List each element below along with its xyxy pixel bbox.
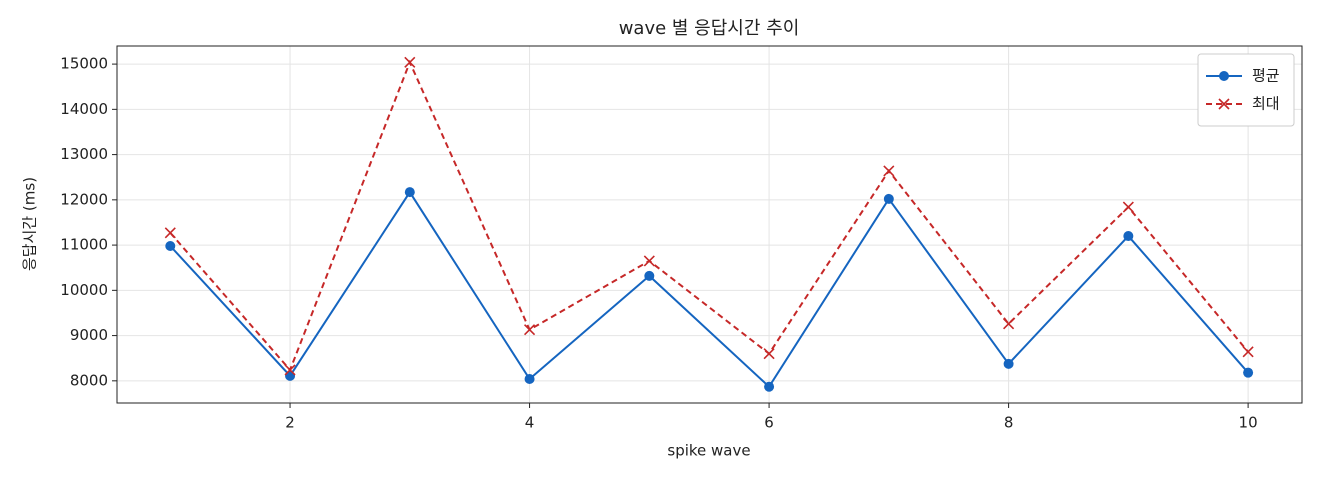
data-point xyxy=(883,193,894,204)
data-point xyxy=(404,56,416,68)
y-tick-label: 9000 xyxy=(70,326,108,344)
legend-label: 최대 xyxy=(1252,95,1280,113)
x-tick-label: 6 xyxy=(764,414,774,432)
x-tick-label: 2 xyxy=(285,414,295,432)
data-point xyxy=(1123,231,1134,242)
data-point xyxy=(644,270,655,281)
data-point xyxy=(883,165,895,177)
x-tick-label: 8 xyxy=(1004,414,1014,432)
legend-marker xyxy=(1219,71,1229,81)
data-point xyxy=(1243,367,1254,378)
legend-label: 평균 xyxy=(1252,67,1280,85)
data-point xyxy=(1003,318,1015,330)
data-point xyxy=(763,348,775,360)
series-line xyxy=(169,59,1249,372)
data-point xyxy=(404,187,415,198)
data-point xyxy=(1003,358,1014,369)
data-point xyxy=(284,364,296,376)
series-line xyxy=(169,190,1249,389)
legend-box xyxy=(1197,53,1295,127)
x-tick-label: 4 xyxy=(525,414,535,432)
legend-marker xyxy=(1218,98,1230,110)
y-tick-label: 8000 xyxy=(70,371,108,389)
y-tick-label: 15000 xyxy=(60,55,108,73)
y-tick-label: 13000 xyxy=(60,145,108,163)
data-point xyxy=(165,240,176,251)
plot-frame xyxy=(116,45,1303,404)
data-point xyxy=(643,255,655,267)
y-tick-label: 10000 xyxy=(60,281,108,299)
y-tick-label: 14000 xyxy=(60,100,108,118)
chart-title: wave 별 응답시간 추이 xyxy=(619,18,800,39)
data-point xyxy=(164,227,176,239)
data-point xyxy=(523,324,536,336)
data-point xyxy=(1242,346,1254,358)
y-tick-label: 12000 xyxy=(60,190,108,208)
y-axis-label: 응답시간 (ms) xyxy=(21,177,39,271)
y-tick-label: 11000 xyxy=(60,236,108,254)
data-point xyxy=(524,374,535,385)
x-tick-label: 10 xyxy=(1239,414,1258,432)
data-point xyxy=(1122,201,1134,213)
data-point xyxy=(764,381,775,392)
x-axis-label: spike wave xyxy=(667,442,750,460)
